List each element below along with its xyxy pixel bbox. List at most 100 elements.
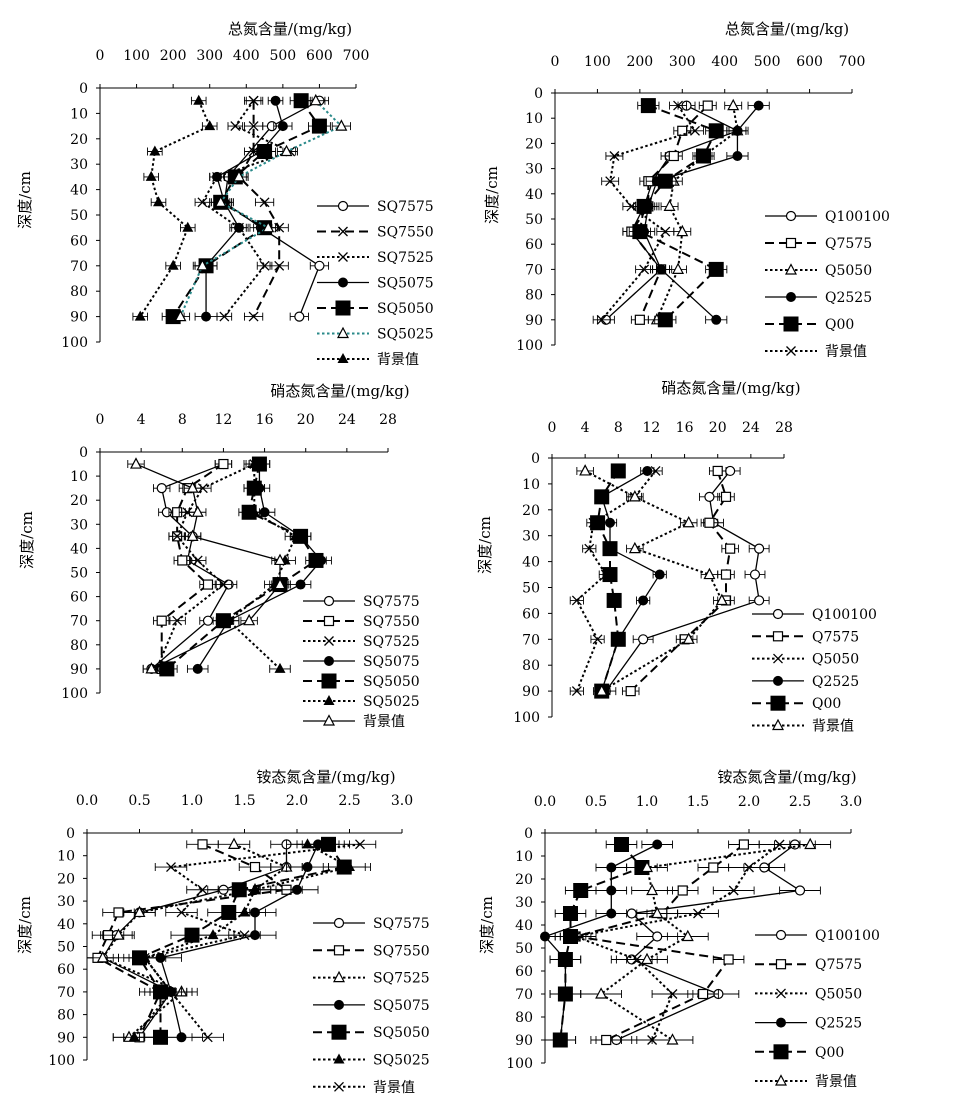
data-point	[332, 1025, 347, 1040]
x-tick-label: 1.0	[181, 793, 203, 809]
data-point	[787, 239, 796, 248]
data-point	[611, 632, 626, 647]
y-tick-label: 0	[66, 826, 75, 842]
data-point	[733, 126, 742, 135]
data-point	[632, 224, 647, 239]
x-tick-label: 20	[297, 412, 315, 428]
data-point	[182, 222, 193, 232]
y-tick-label: 100	[516, 338, 543, 354]
data-point	[787, 347, 796, 356]
y-tick-label: 60	[70, 590, 88, 606]
data-point	[335, 1082, 344, 1091]
x-tick-label: 0.5	[128, 793, 150, 809]
data-point	[642, 954, 652, 964]
data-point	[626, 687, 635, 696]
data-point	[726, 466, 735, 475]
legend-label: Q100100	[815, 928, 880, 944]
x-tick-label: 1.0	[636, 794, 658, 810]
y-tick-label: 90	[70, 662, 88, 678]
y-axis-title: 深度/cm	[478, 896, 496, 954]
chart-6: 铵态氮含量/(mg/kg)0.0 0.5 1.0 1.5 2.0 2.5 3.0010203…	[478, 768, 880, 1090]
x-axis-title: 总氮含量/(mg/kg)	[725, 20, 849, 38]
chart-4: 硝态氮含量/(mg/kg)0 4 8 12 16 20 24 2801020304050607…	[476, 379, 877, 735]
data-point	[339, 202, 348, 211]
y-tick-label: 30	[57, 894, 75, 910]
y-tick-label: 30	[522, 529, 540, 545]
data-point	[602, 1036, 611, 1045]
y-tick-label: 50	[515, 941, 533, 957]
legend-label: Q2525	[815, 1016, 862, 1032]
legend-label: Q2525	[825, 290, 872, 306]
legend-label: SQ7525	[363, 634, 420, 650]
data-point	[653, 932, 662, 941]
data-point	[658, 174, 673, 189]
legend-label: SQ5075	[377, 276, 434, 292]
data-point	[257, 144, 272, 159]
y-tick-label: 70	[57, 985, 75, 1001]
data-point	[733, 152, 742, 161]
data-point	[193, 95, 204, 105]
x-tick-label: 0.5	[585, 794, 607, 810]
y-tick-label: 80	[522, 658, 540, 674]
data-point	[677, 226, 687, 236]
x-tick-label: 1.5	[233, 793, 255, 809]
data-point	[639, 596, 648, 605]
data-point	[325, 657, 334, 666]
series-line	[140, 101, 209, 317]
y-tick-label: 0	[79, 445, 88, 461]
data-point	[563, 929, 578, 944]
y-tick-label: 40	[57, 917, 75, 933]
y-tick-label: 50	[522, 581, 540, 597]
y-tick-label: 10	[70, 469, 88, 485]
data-point	[198, 840, 207, 849]
data-point	[295, 312, 304, 321]
data-point	[796, 886, 805, 895]
x-tick-label: 100	[584, 54, 611, 70]
data-point	[339, 278, 348, 287]
x-tick-label: 1.5	[687, 794, 709, 810]
data-point	[669, 152, 678, 161]
series-SQ5025: SQ5025	[218, 458, 419, 710]
data-point	[678, 886, 687, 895]
y-tick-label: 70	[522, 632, 540, 648]
data-point	[114, 908, 123, 917]
y-tick-label: 20	[57, 871, 75, 887]
legend-label: Q7575	[815, 957, 862, 973]
data-point	[639, 635, 648, 644]
data-point	[771, 696, 786, 711]
y-tick-label: 100	[506, 1056, 533, 1072]
data-point	[157, 616, 166, 625]
legend-label: SQ5075	[363, 654, 420, 670]
data-point	[193, 664, 202, 673]
data-point	[658, 312, 673, 327]
y-tick-label: 30	[70, 157, 88, 173]
y-tick-label: 20	[70, 132, 88, 148]
legend-label: SQ7550	[377, 225, 434, 241]
x-tick-label: 12	[643, 420, 661, 436]
data-point	[709, 123, 724, 138]
y-tick-label: 10	[515, 849, 533, 865]
y-tick-label: 60	[57, 962, 75, 978]
data-point	[784, 317, 799, 332]
data-point	[607, 886, 616, 895]
y-tick-label: 60	[522, 606, 540, 622]
x-tick-label: 28	[775, 420, 793, 436]
y-tick-label: 80	[515, 1010, 533, 1026]
y-tick-label: 0	[79, 81, 88, 97]
data-point	[777, 931, 786, 940]
x-tick-label: 8	[614, 420, 623, 436]
legend-label: SQ7575	[373, 916, 430, 932]
data-point	[705, 518, 714, 527]
legend-label: SQ5025	[373, 1053, 430, 1069]
series-line	[134, 844, 349, 1037]
data-point	[709, 863, 718, 872]
y-tick-label: 90	[522, 684, 540, 700]
series-line	[157, 464, 255, 669]
legend-label: SQ5025	[363, 694, 420, 710]
data-point	[774, 654, 783, 663]
data-point	[726, 544, 735, 553]
y-tick-label: 20	[515, 872, 533, 888]
data-point	[641, 98, 656, 113]
data-point	[202, 312, 211, 321]
x-tick-label: 500	[754, 54, 781, 70]
